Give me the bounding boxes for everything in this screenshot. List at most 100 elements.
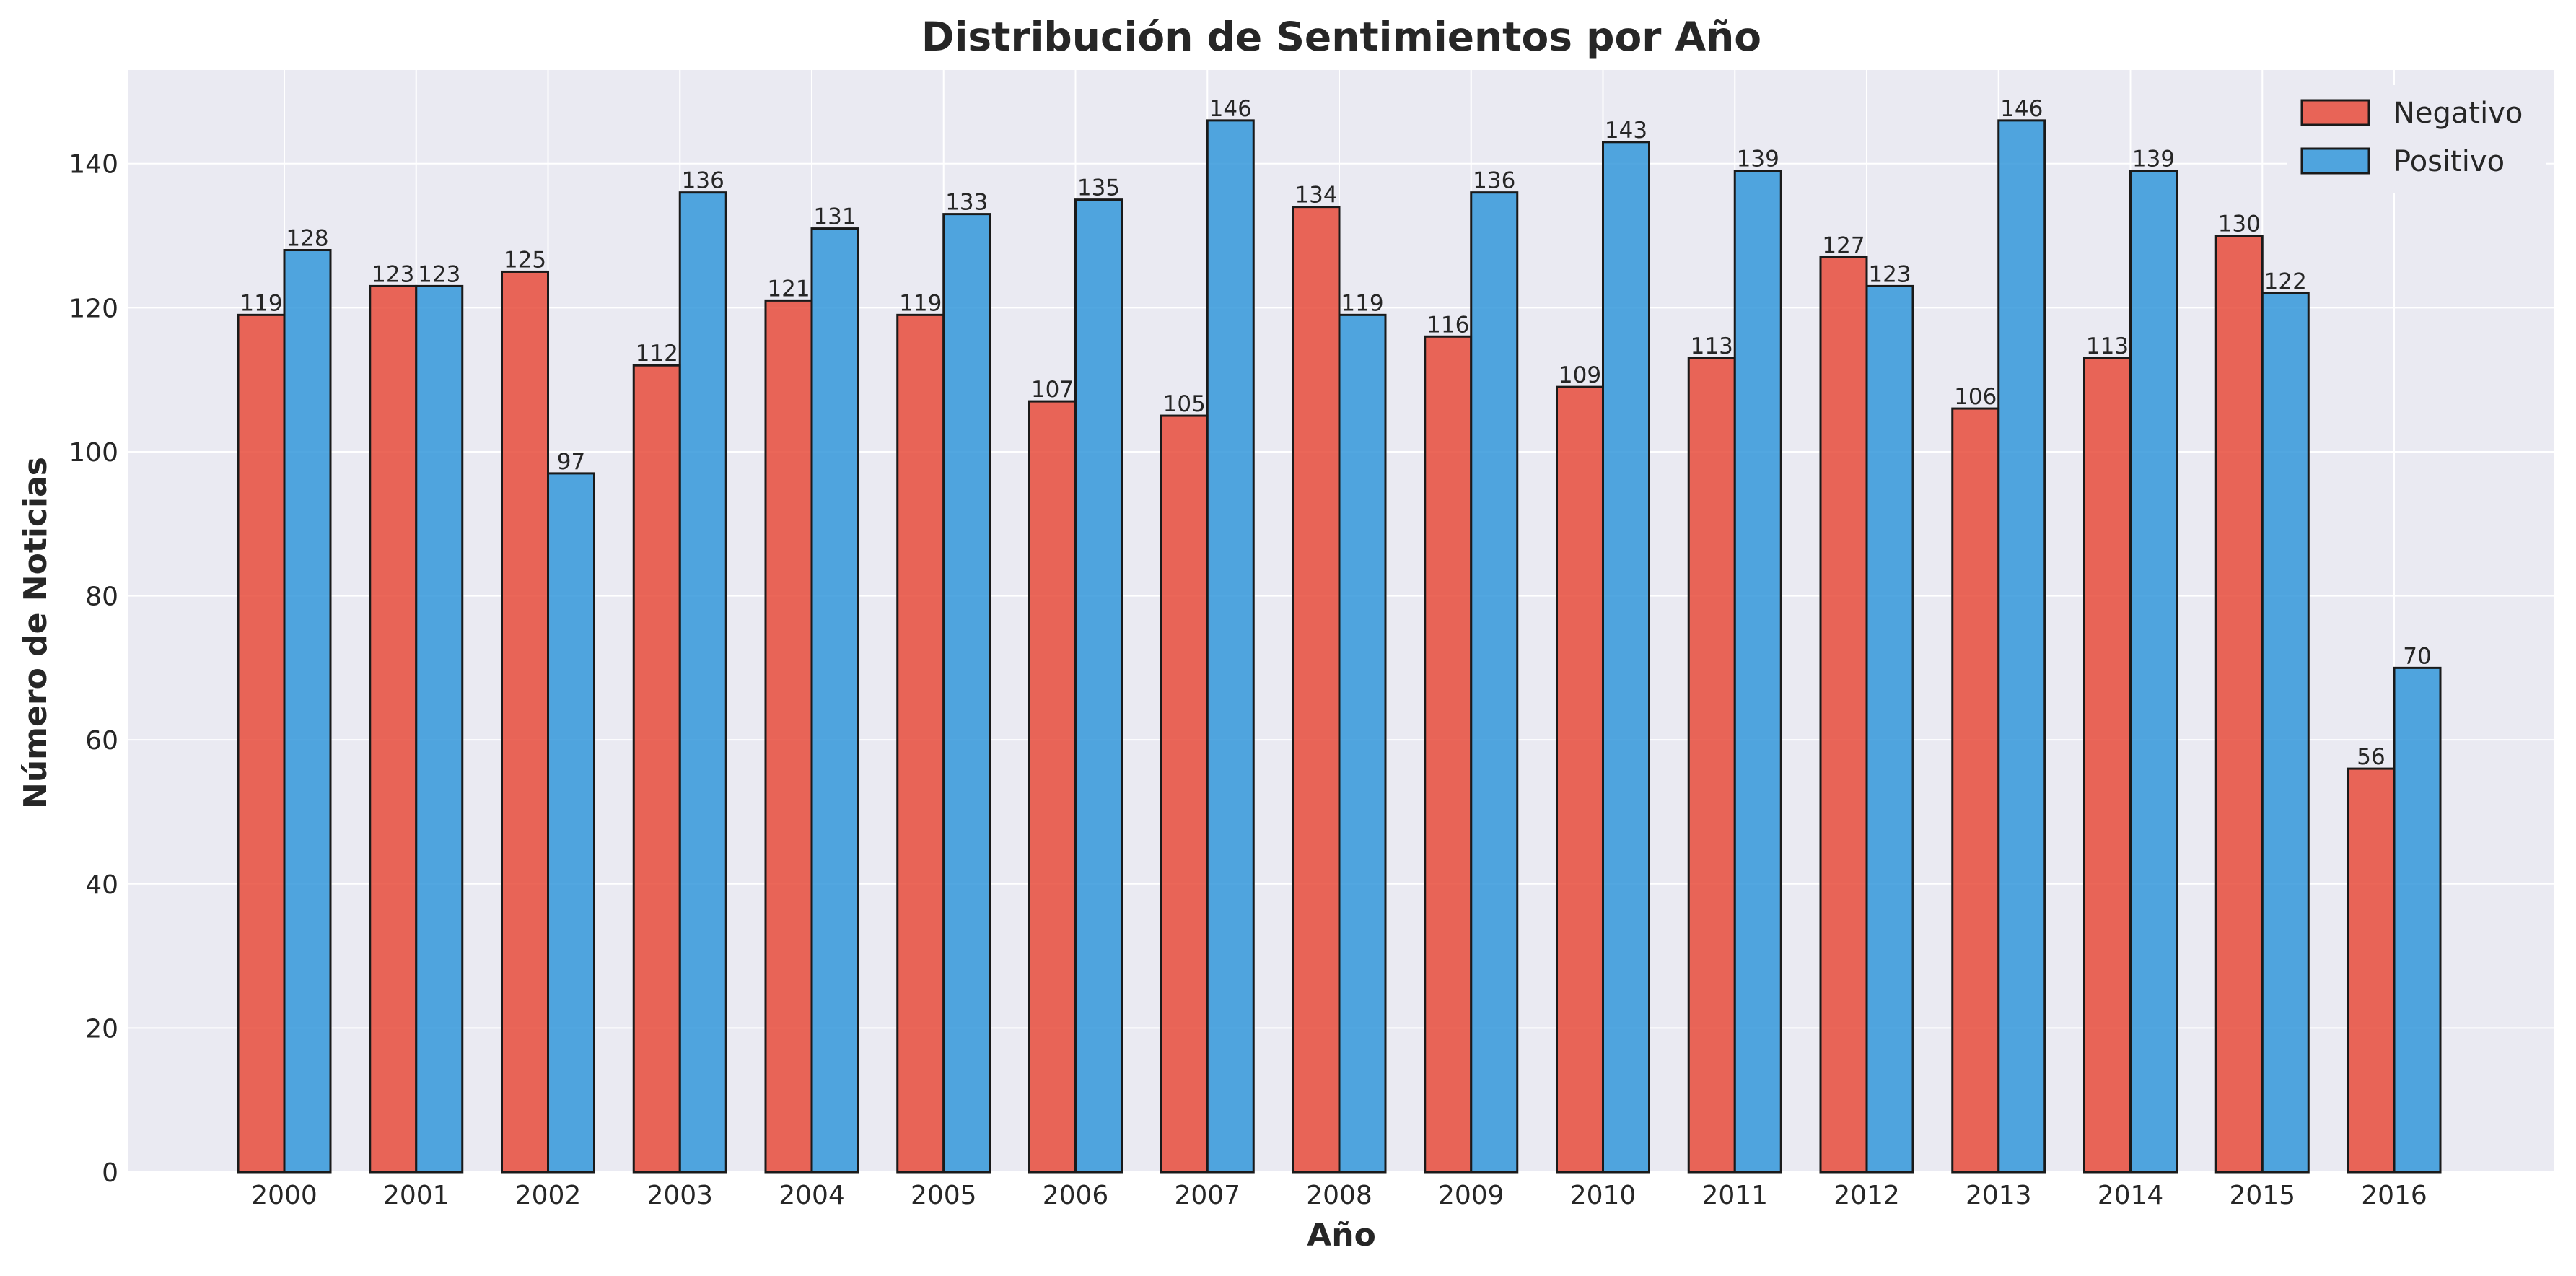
bar-negativo-2004	[764, 299, 813, 1174]
value-label-negativo-2003: 112	[636, 341, 678, 367]
x-tick-label: 2016	[2361, 1181, 2427, 1210]
value-label-positivo-2015: 122	[2264, 268, 2307, 294]
value-label-negativo-2006: 107	[1031, 377, 1074, 403]
bar-positivo-2008	[1338, 313, 1387, 1174]
legend-label-positivo: Positivo	[2393, 145, 2505, 178]
x-tick-label: 2004	[779, 1181, 845, 1210]
bar-negativo-2001	[369, 284, 418, 1174]
value-label-negativo-2004: 121	[767, 276, 810, 302]
bar-negativo-2015	[2214, 235, 2264, 1174]
value-label-negativo-2011: 113	[1691, 333, 1733, 359]
bar-positivo-2011	[1733, 170, 1782, 1174]
bar-positivo-2009	[1470, 191, 1519, 1174]
x-tick-label: 2006	[1043, 1181, 1109, 1210]
y-tick-label: 100	[69, 438, 118, 468]
bar-positivo-2012	[1865, 284, 1914, 1174]
value-label-positivo-2013: 146	[2000, 96, 2043, 122]
x-tick-label: 2011	[1701, 1181, 1768, 1210]
bar-positivo-2006	[1074, 198, 1123, 1174]
y-tick-label: 120	[69, 294, 118, 323]
bar-negativo-2013	[1951, 407, 2000, 1174]
value-labels-group: 1191231251121211191071051341161091131271…	[240, 96, 2431, 770]
bar-negativo-2007	[1160, 414, 1209, 1174]
value-label-positivo-2008: 119	[1341, 290, 1383, 316]
y-tick-label: 20	[85, 1014, 118, 1044]
value-label-positivo-2012: 123	[1868, 261, 1911, 287]
value-label-negativo-2012: 127	[1822, 232, 1865, 258]
y-tick-labels: 0 20 40 60 80 100 120 140	[69, 150, 118, 1188]
y-axis-label: Número de Noticias	[17, 457, 54, 809]
bar-positivo-2003	[678, 191, 727, 1174]
value-label-positivo-2002: 97	[557, 449, 585, 475]
y-tick-label: 60	[85, 726, 118, 756]
legend: Negativo Positivo	[2287, 85, 2546, 193]
x-tick-label: 2008	[1306, 1181, 1372, 1210]
value-label-positivo-2007: 146	[1209, 96, 1252, 122]
y-tick-label: 140	[69, 150, 118, 180]
value-label-positivo-2016: 70	[2403, 643, 2431, 669]
x-axis-label: Año	[1307, 1217, 1376, 1254]
value-label-positivo-2006: 135	[1077, 175, 1120, 201]
value-label-positivo-2001: 123	[418, 261, 460, 287]
y-tick-label: 40	[85, 870, 118, 900]
bar-negativo-2011	[1687, 357, 1736, 1174]
bar-negativo-2014	[2083, 357, 2132, 1174]
x-tick-label: 2005	[911, 1181, 977, 1210]
x-tick-label: 2000	[251, 1181, 317, 1210]
bar-positivo-2016	[2393, 666, 2442, 1174]
legend-swatch-negativo	[2300, 99, 2370, 126]
value-label-negativo-2005: 119	[899, 290, 942, 316]
value-label-positivo-2003: 136	[682, 168, 724, 194]
bar-positivo-2013	[1997, 119, 2046, 1174]
value-label-negativo-2002: 125	[504, 247, 546, 273]
value-label-negativo-2013: 106	[1954, 384, 1997, 410]
bar-negativo-2006	[1028, 400, 1077, 1174]
value-label-positivo-2011: 139	[1737, 147, 1779, 172]
bar-negativo-2005	[896, 313, 945, 1174]
value-label-negativo-2010: 109	[1559, 362, 1601, 388]
bar-positivo-2015	[2261, 292, 2310, 1174]
x-tick-label: 2001	[383, 1181, 450, 1210]
x-tick-label: 2015	[2229, 1181, 2295, 1210]
bar-negativo-2008	[1292, 206, 1341, 1174]
value-label-positivo-2004: 131	[813, 204, 856, 230]
bar-negativo-2003	[632, 364, 681, 1174]
x-tick-label: 2009	[1438, 1181, 1504, 1210]
x-tick-label: 2014	[2098, 1181, 2164, 1210]
bar-positivo-2000	[283, 249, 332, 1174]
bar-positivo-2005	[942, 213, 991, 1174]
y-tick-label: 0	[102, 1158, 118, 1188]
y-tick-label: 80	[85, 582, 118, 612]
x-tick-label: 2013	[1966, 1181, 2032, 1210]
x-tick-label: 2007	[1174, 1181, 1240, 1210]
bars-group	[237, 119, 2442, 1174]
bar-negativo-2010	[1556, 385, 1604, 1174]
bar-negativo-2012	[1819, 255, 1868, 1174]
value-label-positivo-2000: 128	[286, 226, 328, 252]
x-tick-label: 2012	[1834, 1181, 1900, 1210]
bar-positivo-2004	[810, 227, 859, 1174]
bar-positivo-2010	[1602, 141, 1650, 1174]
value-label-negativo-2014: 113	[2086, 333, 2129, 359]
x-tick-label: 2010	[1570, 1181, 1637, 1210]
value-label-negativo-2000: 119	[240, 290, 282, 316]
bar-negativo-2000	[237, 313, 286, 1174]
value-label-positivo-2009: 136	[1473, 168, 1515, 194]
x-tick-label: 2002	[515, 1181, 582, 1210]
bar-positivo-2007	[1206, 119, 1255, 1174]
value-label-positivo-2014: 139	[2132, 147, 2175, 172]
bar-negativo-2016	[2347, 767, 2396, 1174]
value-label-negativo-2009: 116	[1427, 312, 1469, 338]
legend-swatch-positivo	[2300, 147, 2370, 175]
bar-positivo-2001	[415, 284, 464, 1174]
value-label-negativo-2015: 130	[2218, 211, 2261, 237]
bar-negativo-2009	[1424, 335, 1473, 1174]
bar-negativo-2002	[501, 270, 549, 1174]
legend-label-negativo: Negativo	[2393, 97, 2523, 130]
value-label-negativo-2007: 105	[1163, 391, 1206, 417]
bar-positivo-2014	[2129, 170, 2178, 1174]
x-tick-labels: 2000 2001 2002 2003 2004 2005 2006 2007 2008 2009…	[251, 1181, 2427, 1210]
value-label-negativo-2016: 56	[2357, 744, 2385, 770]
value-label-positivo-2005: 133	[945, 190, 988, 216]
